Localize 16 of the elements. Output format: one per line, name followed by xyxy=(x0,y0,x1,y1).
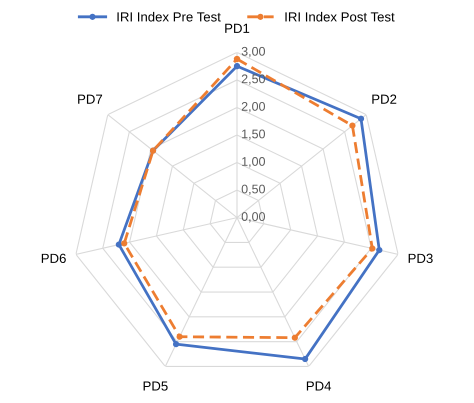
spoke-label: PD1 xyxy=(225,24,250,33)
spoke-label: PD7 xyxy=(78,94,102,104)
y-tick-label: 0,00 xyxy=(242,212,266,222)
spoke-label: PD2 xyxy=(372,94,396,104)
y-tick-label: 1,50 xyxy=(242,130,266,140)
y-tick-label: 0,50 xyxy=(242,184,266,195)
spoke-label: PD6 xyxy=(42,254,66,264)
spoke-label: PD4 xyxy=(306,381,332,391)
y-tick-label: 2,50 xyxy=(242,74,266,85)
spoke-label: PD5 xyxy=(144,381,168,391)
legend-label: IRI Index Post Test xyxy=(285,12,395,22)
legend-label: IRI Index Pre Test xyxy=(117,12,221,22)
spoke-label: PD3 xyxy=(408,254,433,264)
y-tick-label: 2,00 xyxy=(242,102,266,112)
y-tick-label: 1,00 xyxy=(242,157,266,168)
y-tick-label: 3,00 xyxy=(242,46,266,58)
